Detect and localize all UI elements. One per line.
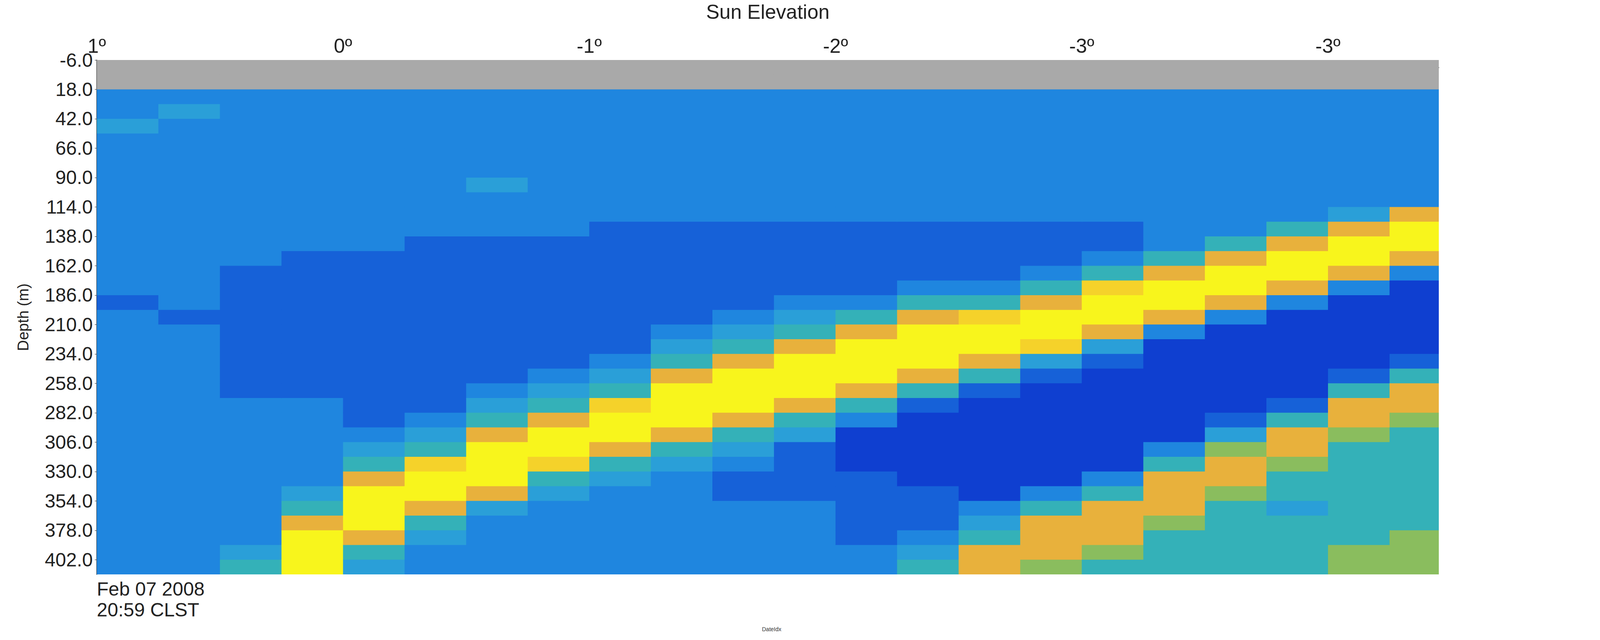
svg-text:Sun Elevation: Sun Elevation bbox=[706, 0, 830, 24]
svg-text:330.0: 330.0 bbox=[44, 460, 93, 482]
svg-text:42.0: 42.0 bbox=[55, 108, 93, 130]
svg-text:-6.0: -6.0 bbox=[59, 49, 93, 71]
svg-text:Feb 07 2008: Feb 07 2008 bbox=[96, 578, 205, 600]
svg-text:402.0: 402.0 bbox=[44, 549, 93, 571]
svg-text:90.0: 90.0 bbox=[55, 166, 93, 188]
svg-text:282.0: 282.0 bbox=[44, 402, 93, 424]
svg-text:258.0: 258.0 bbox=[44, 372, 93, 394]
svg-text:-1º: -1º bbox=[576, 34, 602, 58]
svg-text:-3º: -3º bbox=[1069, 34, 1095, 58]
svg-text:162.0: 162.0 bbox=[44, 255, 93, 277]
svg-text:1º: 1º bbox=[87, 34, 106, 58]
svg-text:-3º: -3º bbox=[1315, 34, 1341, 58]
svg-text:306.0: 306.0 bbox=[44, 431, 93, 453]
svg-text:354.0: 354.0 bbox=[44, 490, 93, 512]
svg-text:DateIdx: DateIdx bbox=[762, 626, 782, 633]
svg-text:18.0: 18.0 bbox=[55, 78, 93, 100]
svg-text:210.0: 210.0 bbox=[44, 314, 93, 336]
svg-text:Depth (m): Depth (m) bbox=[14, 283, 32, 352]
svg-text:138.0: 138.0 bbox=[44, 225, 93, 247]
svg-text:378.0: 378.0 bbox=[44, 519, 93, 541]
svg-text:186.0: 186.0 bbox=[44, 284, 93, 306]
svg-text:0º: 0º bbox=[334, 34, 353, 58]
svg-text:-2º: -2º bbox=[822, 34, 848, 58]
svg-text:234.0: 234.0 bbox=[44, 343, 93, 365]
svg-text:114.0: 114.0 bbox=[46, 196, 93, 218]
svg-text:20:59 CLST: 20:59 CLST bbox=[96, 599, 200, 621]
svg-text:66.0: 66.0 bbox=[55, 137, 93, 159]
